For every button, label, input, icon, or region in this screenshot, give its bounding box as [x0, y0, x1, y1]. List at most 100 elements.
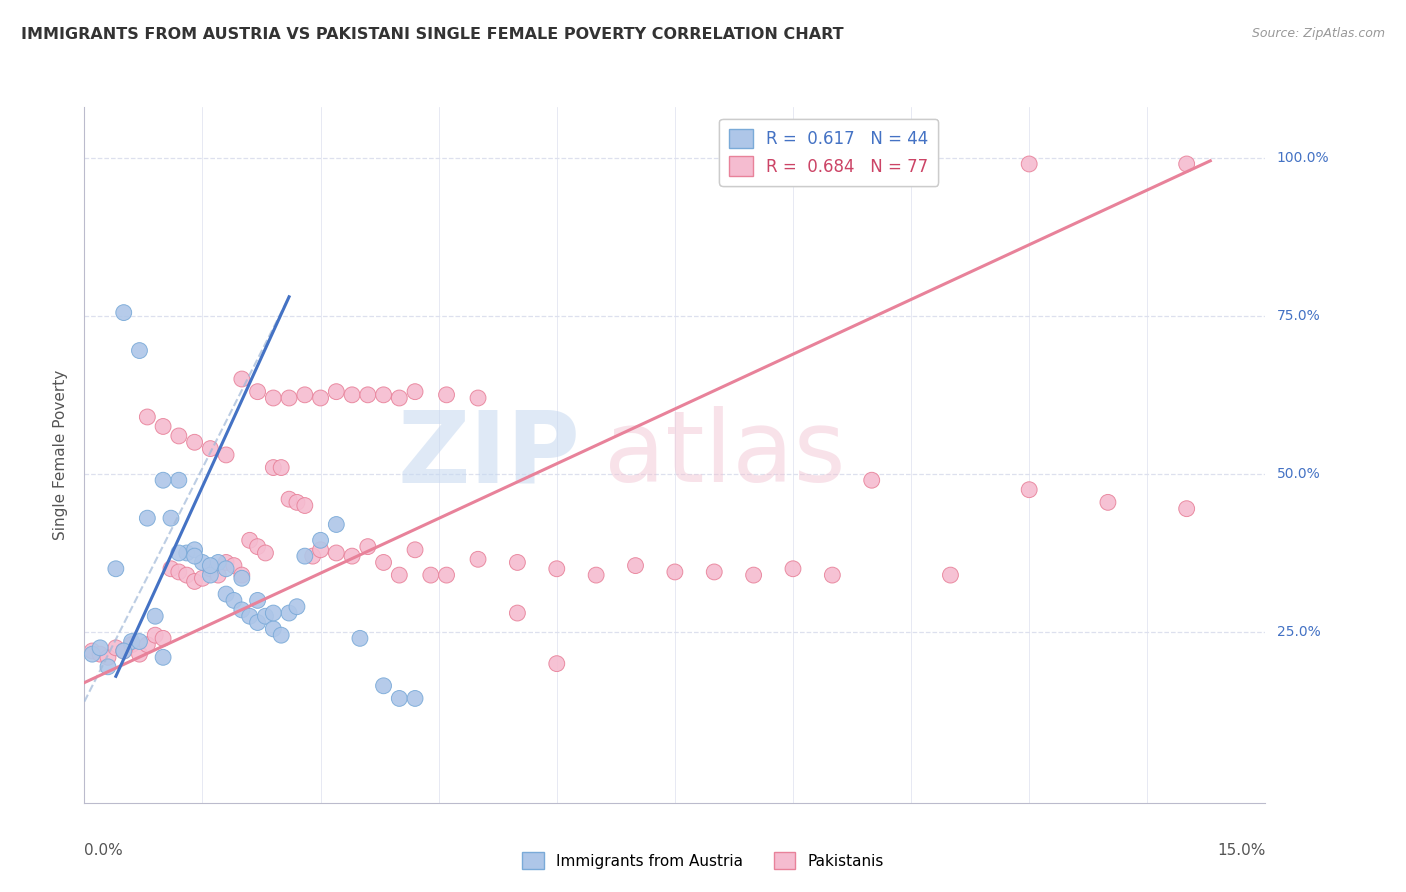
Point — [104, 562, 127, 576]
Point — [467, 391, 489, 405]
Point — [231, 568, 253, 582]
Point — [176, 568, 198, 582]
Point — [325, 517, 347, 532]
Point — [1018, 157, 1040, 171]
Point — [467, 552, 489, 566]
Point — [183, 542, 205, 557]
Point — [215, 556, 238, 570]
Point — [239, 609, 262, 624]
Point — [294, 388, 316, 402]
Point — [388, 391, 411, 405]
Point — [254, 546, 277, 560]
Point — [262, 606, 284, 620]
Point — [207, 568, 229, 582]
Point — [121, 634, 143, 648]
Point — [278, 391, 301, 405]
Point — [388, 691, 411, 706]
Point — [143, 628, 166, 642]
Point — [860, 473, 883, 487]
Point — [270, 460, 292, 475]
Point — [200, 568, 222, 582]
Point — [82, 644, 104, 658]
Text: 100.0%: 100.0% — [1277, 151, 1329, 165]
Point — [160, 511, 183, 525]
Point — [183, 549, 205, 563]
Point — [231, 603, 253, 617]
Point — [349, 632, 371, 646]
Point — [821, 568, 844, 582]
Point — [152, 632, 174, 646]
Point — [285, 599, 308, 614]
Point — [183, 574, 205, 589]
Point — [373, 556, 395, 570]
Point — [246, 384, 269, 399]
Point — [325, 546, 347, 560]
Point — [624, 558, 647, 573]
Text: IMMIGRANTS FROM AUSTRIA VS PAKISTANI SINGLE FEMALE POVERTY CORRELATION CHART: IMMIGRANTS FROM AUSTRIA VS PAKISTANI SIN… — [21, 27, 844, 42]
Point — [546, 657, 568, 671]
Point — [152, 419, 174, 434]
Point — [89, 647, 111, 661]
Point — [340, 388, 363, 402]
Point — [506, 556, 529, 570]
Point — [160, 562, 183, 576]
Point — [112, 644, 135, 658]
Point — [278, 492, 301, 507]
Point — [176, 546, 198, 560]
Point — [152, 650, 174, 665]
Text: Source: ZipAtlas.com: Source: ZipAtlas.com — [1251, 27, 1385, 40]
Point — [703, 565, 725, 579]
Point — [222, 593, 245, 607]
Point — [143, 609, 166, 624]
Point — [200, 558, 222, 573]
Point — [246, 615, 269, 630]
Point — [340, 549, 363, 563]
Point — [419, 568, 441, 582]
Point — [215, 587, 238, 601]
Point — [200, 562, 222, 576]
Point — [373, 388, 395, 402]
Point — [301, 549, 323, 563]
Point — [136, 409, 159, 424]
Point — [112, 305, 135, 319]
Point — [200, 442, 222, 456]
Point — [121, 638, 143, 652]
Text: 0.0%: 0.0% — [84, 843, 124, 858]
Point — [191, 556, 214, 570]
Point — [278, 606, 301, 620]
Point — [104, 640, 127, 655]
Text: ZIP: ZIP — [398, 407, 581, 503]
Point — [97, 660, 120, 674]
Point — [325, 384, 347, 399]
Point — [128, 343, 150, 358]
Point — [231, 571, 253, 585]
Point — [506, 606, 529, 620]
Point — [191, 571, 214, 585]
Point — [939, 568, 962, 582]
Point — [167, 429, 190, 443]
Point — [357, 388, 380, 402]
Point — [128, 634, 150, 648]
Point — [136, 638, 159, 652]
Point — [404, 384, 426, 399]
Point — [294, 549, 316, 563]
Point — [97, 650, 120, 665]
Point — [782, 562, 804, 576]
Point — [404, 691, 426, 706]
Point — [89, 640, 111, 655]
Point — [436, 568, 458, 582]
Point — [1018, 483, 1040, 497]
Point — [664, 565, 686, 579]
Point — [309, 542, 332, 557]
Text: 50.0%: 50.0% — [1277, 467, 1320, 481]
Point — [585, 568, 607, 582]
Point — [167, 473, 190, 487]
Point — [136, 511, 159, 525]
Text: 25.0%: 25.0% — [1277, 625, 1320, 639]
Point — [262, 622, 284, 636]
Point — [222, 558, 245, 573]
Point — [167, 546, 190, 560]
Point — [270, 628, 292, 642]
Point — [262, 460, 284, 475]
Point — [167, 565, 190, 579]
